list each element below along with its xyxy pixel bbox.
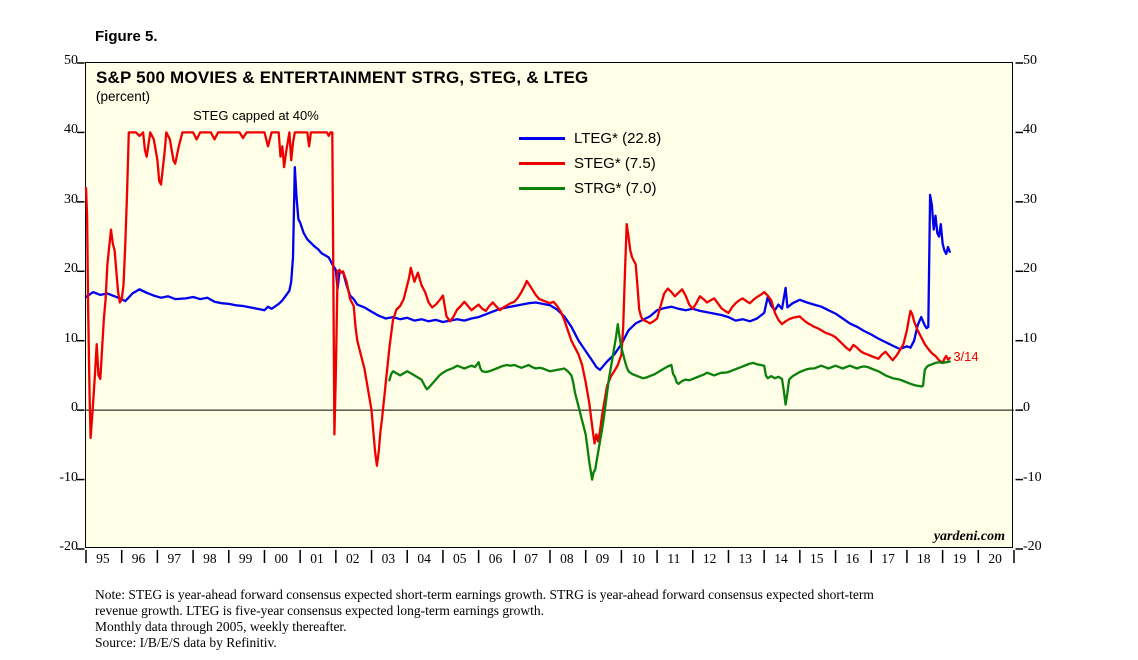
x-tick-label: 00 (274, 551, 289, 566)
y-axis-right-labels: 50 40 30 20 10 0 -10 -20 (1023, 53, 1065, 554)
y-tick-label: 40 (1023, 122, 1037, 138)
y-tick-label: 10 (64, 330, 78, 346)
watermark-yardeni: yardeni.com (933, 529, 1005, 544)
y-axis-left-labels: 50 40 30 20 10 0 -10 -20 (36, 53, 78, 554)
figure-label: Figure 5. (95, 28, 158, 45)
x-tick-label: 14 (774, 551, 788, 566)
x-tick-label: 11 (667, 551, 681, 566)
annotation-latest-value-date: 3/14 (953, 349, 979, 365)
x-tick-label: 03 (381, 551, 396, 566)
legend-item-strg: STRG* (7.0) (519, 179, 661, 198)
footnote-line-4: Source: I/B/E/S data by Refinitiv. (95, 635, 277, 650)
x-axis-labels: 95 96 97 98 99 00 01 02 03 04 05 06 07 08 09 10 11 12 13 14… (85, 551, 1013, 569)
y-tick-label: -10 (59, 469, 78, 485)
footnote-line-1: Note: STEG is year-ahead forward consens… (95, 587, 874, 602)
y-tick-label: 0 (1023, 400, 1030, 416)
x-tick-label: 17 (881, 551, 895, 566)
x-tick-label: 01 (310, 551, 324, 566)
x-tick-label: 10 (631, 551, 645, 566)
x-tick-label: 04 (417, 551, 431, 566)
legend-item-lteg: LTEG* (22.8) (519, 129, 661, 148)
x-tick-label: 97 (167, 551, 181, 566)
y-tick-label: 30 (64, 191, 78, 207)
legend-line-swatch (519, 137, 565, 140)
y-tick-label: 50 (64, 53, 78, 68)
y-tick-label: -20 (1023, 539, 1042, 554)
x-tick-label: 13 (738, 551, 753, 566)
footnote-line-2: revenue growth. LTEG is five-year consen… (95, 603, 544, 618)
x-tick-label: 98 (203, 551, 217, 566)
x-tick-label: 95 (96, 551, 110, 566)
x-tick-label: 06 (488, 551, 503, 566)
x-tick-label: 20 (988, 551, 1002, 566)
y-tick-label: 20 (64, 261, 78, 277)
legend-label: LTEG* (22.8) (574, 130, 662, 147)
legend-line-swatch (519, 187, 565, 190)
x-tick-label: 18 (917, 551, 931, 566)
x-tick-label: 99 (238, 551, 253, 566)
legend-label: STRG* (7.0) (574, 180, 657, 197)
y-tick-label: 50 (1023, 53, 1037, 68)
chart-plot-area: S&P 500 MOVIES & ENTERTAINMENT STRG, STE… (77, 62, 1023, 563)
x-tick-label: 16 (845, 551, 860, 566)
x-tick-label: 96 (131, 551, 146, 566)
legend-label: STEG* (7.5) (574, 155, 656, 172)
y-tick-label: 20 (1023, 261, 1037, 277)
y-tick-label: 0 (71, 400, 78, 416)
chart-subtitle: (percent) (96, 89, 151, 104)
legend-line-swatch (519, 162, 565, 165)
y-tick-label: 10 (1023, 330, 1037, 346)
y-tick-label: 40 (64, 122, 78, 138)
y-tick-label: -10 (1023, 469, 1042, 485)
legend-item-steg: STEG* (7.5) (519, 154, 661, 173)
footnotes: Note: STEG is year-ahead forward consens… (95, 587, 1055, 651)
x-tick-label: 09 (595, 551, 610, 566)
chart-legend: LTEG* (22.8) STEG* (7.5) STRG* (7.0) (519, 129, 661, 198)
annotation-steg-capped: STEG capped at 40% (193, 107, 319, 123)
series-line-strg (388, 322, 951, 481)
x-tick-label: 07 (524, 551, 538, 566)
x-tick-label: 02 (345, 551, 360, 566)
y-tick-label: 30 (1023, 191, 1037, 207)
series-line-steg (84, 131, 951, 467)
chart-canvas (77, 62, 1023, 563)
chart-title: S&P 500 MOVIES & ENTERTAINMENT STRG, STE… (96, 68, 589, 87)
x-tick-label: 15 (809, 551, 824, 566)
series-line-lteg (84, 165, 951, 372)
x-tick-label: 19 (952, 551, 967, 566)
y-tick-label: -20 (59, 539, 78, 554)
x-tick-label: 05 (453, 551, 467, 566)
x-tick-label: 12 (702, 551, 717, 566)
footnote-line-3: Monthly data through 2005, weekly therea… (95, 619, 347, 634)
x-tick-label: 08 (560, 551, 574, 566)
